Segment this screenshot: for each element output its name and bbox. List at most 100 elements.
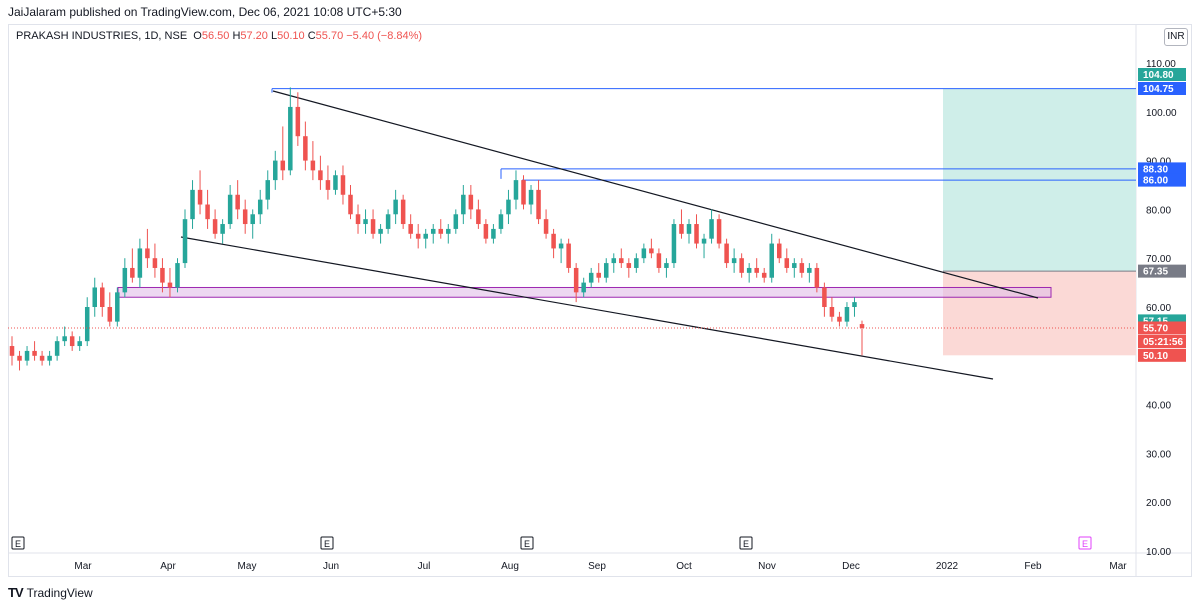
earnings-icon bbox=[739, 536, 753, 550]
y-tick-label: 100.00 bbox=[1146, 108, 1177, 119]
price-label-bg bbox=[1138, 264, 1186, 278]
y-tick-label: 70.00 bbox=[1146, 254, 1171, 265]
candle-body bbox=[333, 175, 338, 190]
candle-body bbox=[24, 350, 30, 361]
candle-body bbox=[39, 355, 45, 361]
price-label: 05:21:56 bbox=[1143, 337, 1183, 348]
candle-body bbox=[197, 189, 203, 205]
candle-body bbox=[355, 214, 361, 225]
y-tick-label: 10.00 bbox=[1146, 547, 1171, 558]
candle-body bbox=[348, 194, 353, 215]
candle-body bbox=[506, 199, 511, 215]
y-tick-label: 40.00 bbox=[1146, 401, 1171, 412]
x-tick-label: Mar bbox=[1109, 561, 1127, 572]
close-value: 55.70 bbox=[315, 30, 344, 42]
x-tick-label: Dec bbox=[842, 561, 860, 572]
candle-body bbox=[679, 224, 684, 234]
x-tick-label: 2022 bbox=[936, 561, 959, 572]
candle-body bbox=[340, 175, 346, 195]
y-tick-label: 60.00 bbox=[1146, 303, 1171, 314]
candle-body bbox=[859, 324, 865, 328]
candle-body bbox=[167, 282, 173, 288]
candle-body bbox=[799, 263, 805, 273]
candle-body bbox=[837, 316, 842, 322]
lower-trendline bbox=[180, 236, 994, 380]
close-label: C bbox=[307, 30, 316, 42]
candle-body bbox=[596, 272, 601, 278]
price-label-bg bbox=[1138, 68, 1186, 81]
earnings-marker-label: E bbox=[743, 539, 749, 549]
candle-body bbox=[476, 209, 481, 225]
candle-body bbox=[807, 267, 812, 273]
candle-body bbox=[122, 267, 128, 293]
currency-button[interactable]: INR bbox=[1164, 28, 1188, 46]
candle-body bbox=[92, 287, 97, 307]
stop-zone bbox=[943, 271, 1136, 356]
upper-trendline bbox=[272, 90, 1039, 299]
candle-body bbox=[84, 307, 90, 342]
candle-body bbox=[115, 292, 120, 322]
candle-body bbox=[145, 248, 150, 259]
candle-body bbox=[265, 180, 271, 200]
candle-body bbox=[694, 224, 699, 244]
candle-body bbox=[69, 336, 75, 347]
publish-note: JaiJalaram published on TradingView.com,… bbox=[8, 5, 402, 19]
x-tick-label: Jul bbox=[418, 561, 431, 572]
candle-body bbox=[649, 248, 654, 254]
symbol-title: PRAKASH INDUSTRIES, 1D, NSE bbox=[16, 30, 188, 42]
candle-body bbox=[205, 204, 210, 220]
price-label: 88.30 bbox=[1143, 164, 1168, 175]
candle-body bbox=[47, 355, 52, 361]
candle-body bbox=[498, 214, 504, 229]
low-label: L bbox=[270, 30, 278, 42]
candle-body bbox=[716, 219, 722, 244]
candle-body bbox=[641, 248, 647, 259]
candle-body bbox=[130, 267, 135, 278]
price-label-bg bbox=[1138, 348, 1186, 362]
x-tick-label: May bbox=[238, 561, 257, 572]
candle-body bbox=[310, 160, 316, 171]
brand-name: TradingView bbox=[26, 585, 93, 600]
candle-body bbox=[581, 282, 586, 293]
candle-body bbox=[430, 228, 436, 234]
candle-body bbox=[17, 355, 22, 361]
candle-body bbox=[513, 180, 519, 200]
candle-body bbox=[415, 233, 421, 239]
candle-body bbox=[250, 214, 255, 225]
candle-body bbox=[9, 346, 15, 356]
candle-body bbox=[573, 267, 579, 293]
candle-body bbox=[160, 267, 165, 283]
y-tick-label: 20.00 bbox=[1146, 498, 1171, 509]
candle-body bbox=[453, 214, 459, 229]
candle-body bbox=[777, 243, 782, 259]
candle-body bbox=[739, 258, 744, 273]
price-label: 104.80 bbox=[1143, 70, 1174, 81]
candle-body bbox=[566, 243, 571, 268]
candle-body bbox=[536, 189, 541, 220]
candle-body bbox=[521, 180, 526, 205]
symbol-legend: PRAKASH INDUSTRIES, 1D, NSE O56.50 H57.2… bbox=[16, 30, 422, 42]
candle-body bbox=[235, 194, 240, 210]
candle-body bbox=[137, 248, 143, 278]
candle-body bbox=[273, 160, 278, 181]
candle-body bbox=[212, 219, 218, 234]
candle-body bbox=[619, 258, 624, 264]
candle-body bbox=[551, 233, 556, 249]
earnings-marker-label: E bbox=[524, 539, 530, 549]
low-value: 50.10 bbox=[277, 30, 305, 42]
candle-body bbox=[701, 238, 707, 244]
candle-body bbox=[731, 258, 737, 264]
candle-body bbox=[814, 267, 820, 288]
x-tick-label: Apr bbox=[160, 561, 176, 572]
candle-body bbox=[611, 258, 617, 264]
x-tick-label: Nov bbox=[758, 561, 776, 572]
candle-body bbox=[175, 263, 180, 288]
earnings-icon bbox=[320, 536, 334, 550]
price-label: 104.75 bbox=[1143, 84, 1174, 95]
earnings-marker-label: E bbox=[1082, 539, 1088, 549]
change-value: −5.40 (−8.84%) bbox=[346, 30, 423, 42]
candle-body bbox=[400, 199, 406, 225]
candle-body bbox=[152, 258, 158, 268]
candle-body bbox=[100, 287, 105, 307]
